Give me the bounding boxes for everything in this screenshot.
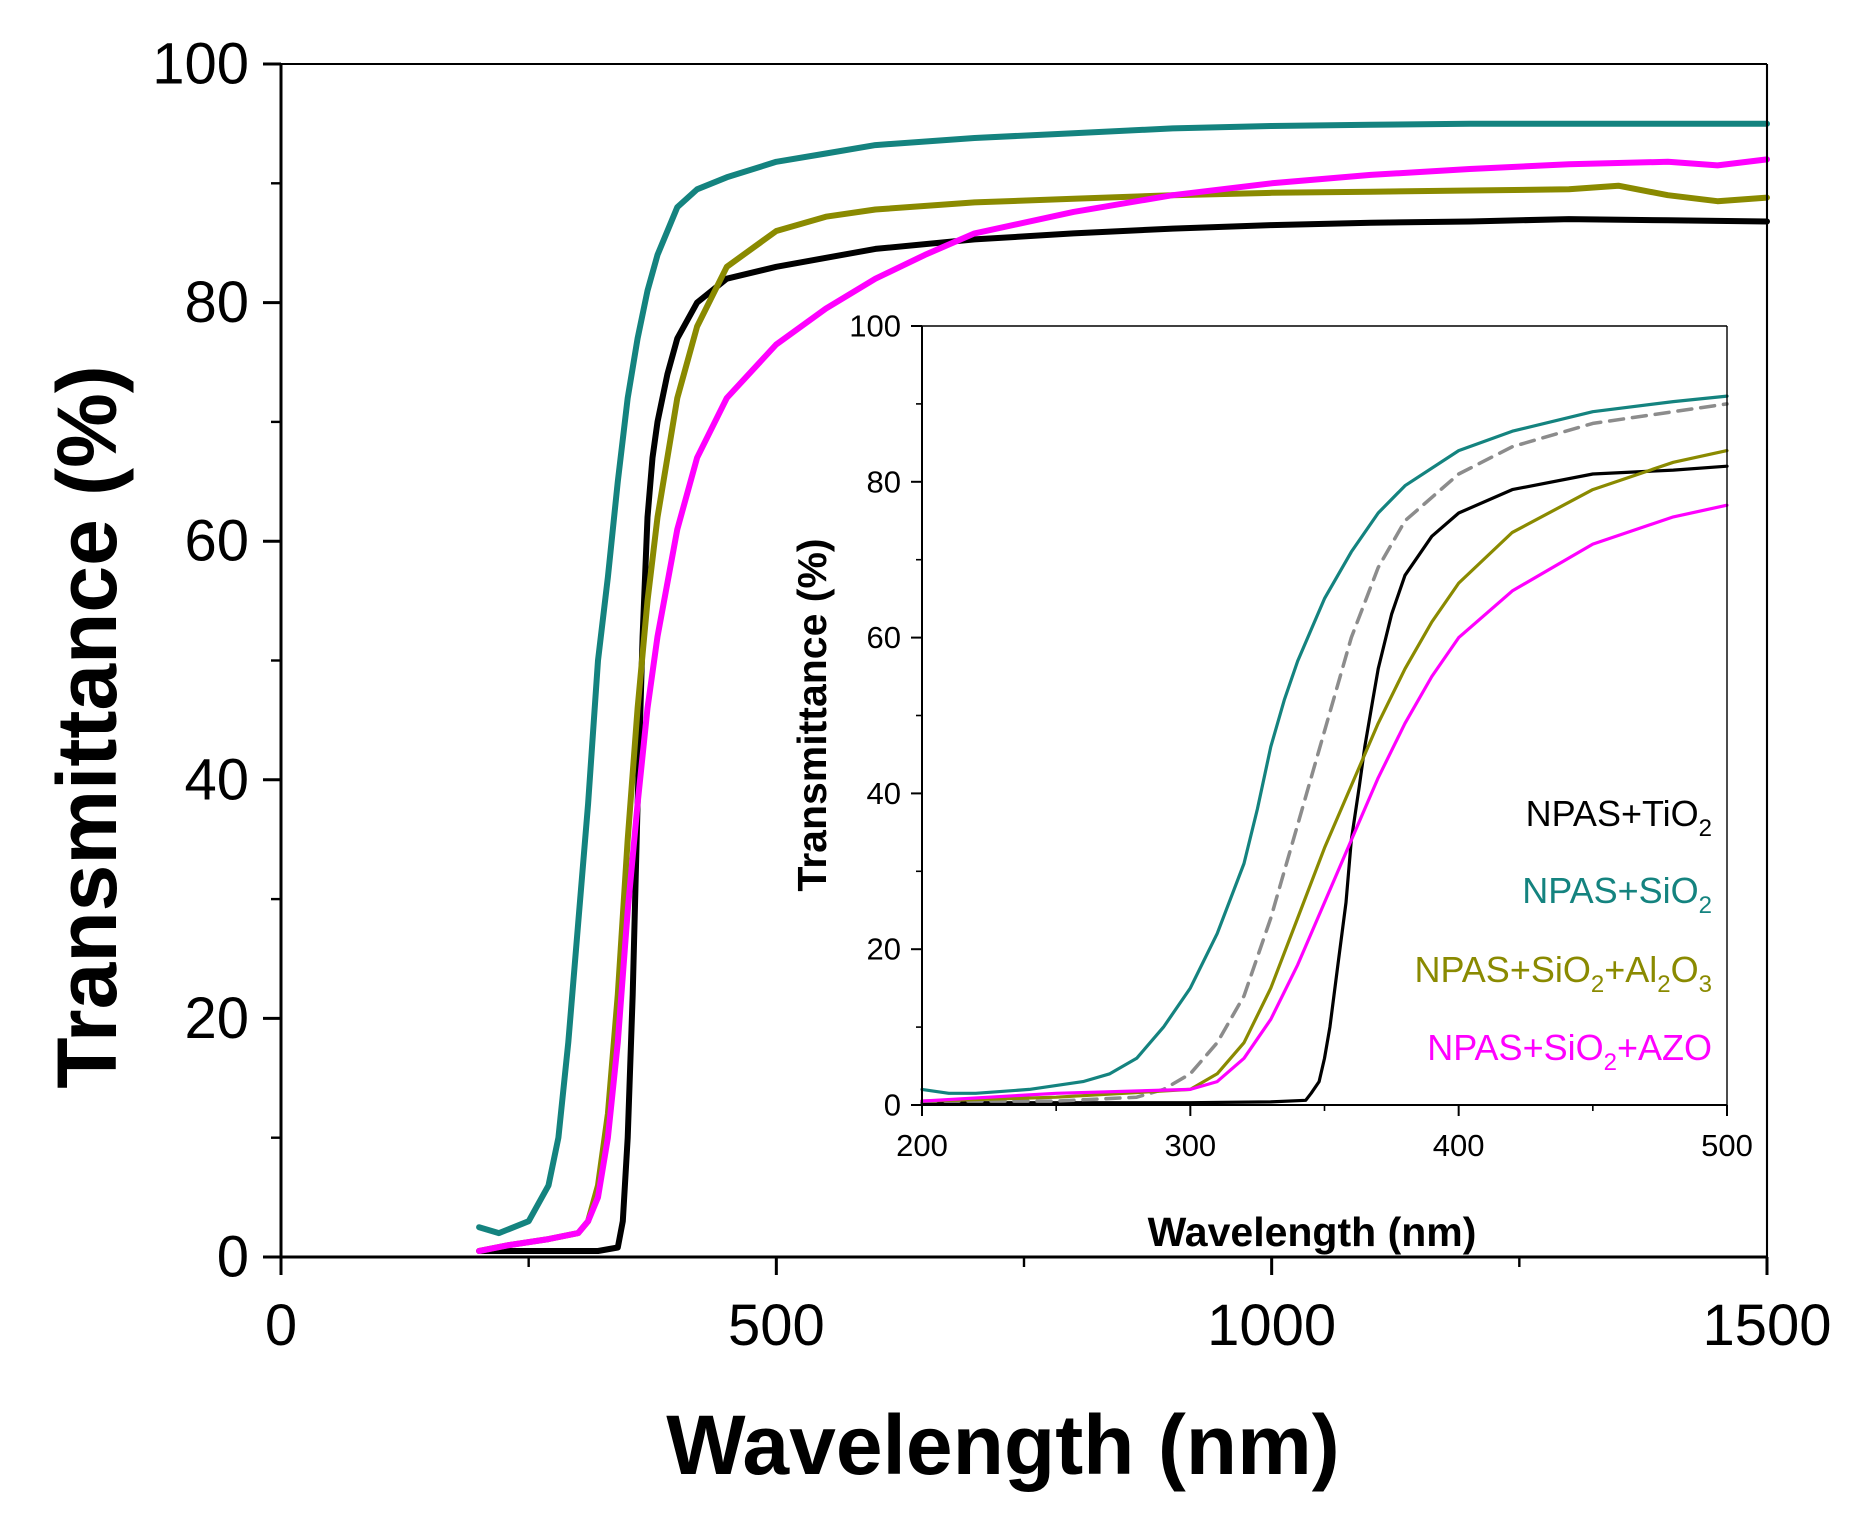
inset-series-line-1	[920, 394, 1729, 1095]
main-series-line-2	[476, 182, 1770, 1254]
inset-y-tick-label-2: 40	[867, 776, 901, 811]
main-y-tick-label-4: 80	[184, 270, 249, 335]
main-y-tick-label-3: 60	[184, 509, 249, 574]
inset-series-line-0	[920, 464, 1729, 1105]
inset-legend: NPAS+TiO2 NPAS+SiO2 NPAS+SiO2+Al2O3 NPAS+Si…	[1414, 793, 1712, 1076]
main-x-tick-label-3: 1500	[1702, 1293, 1831, 1358]
inset-legend-item-2: NPAS+SiO2+Al2O3	[1414, 949, 1712, 998]
main-x-axis-title: Wavelength (nm)	[666, 1398, 1340, 1492]
main-y-tick-label-5: 100	[152, 32, 249, 97]
main-series-line-3	[476, 156, 1770, 1254]
inset-x-tick-label-3: 500	[1701, 1128, 1753, 1163]
main-series-line-0	[476, 216, 1770, 1254]
inset-legend-item-0: NPAS+TiO2	[1526, 793, 1712, 842]
main-series-line-1	[476, 120, 1770, 1237]
inset-y-tick-label-5: 100	[849, 309, 901, 344]
inset-ticks: 200 300 400 500 0 20 40 60 80 100	[849, 309, 1753, 1164]
main-x-tick-label-1: 500	[728, 1293, 825, 1358]
inset-series-line-3	[920, 449, 1729, 1103]
inset-y-tick-label-0: 0	[884, 1088, 901, 1123]
inset-y-tick-label-3: 60	[867, 620, 901, 655]
main-y-tick-label-2: 40	[184, 747, 249, 812]
inset-y-tick-label-1: 20	[867, 932, 901, 967]
main-x-tick-label-0: 0	[265, 1293, 297, 1358]
inset-x-tick-label-1: 300	[1164, 1128, 1216, 1163]
inset-legend-item-3: NPAS+SiO2+AZO	[1427, 1027, 1712, 1076]
inset-y-axis-title: Transmittance (%)	[789, 538, 835, 891]
inset-series-group	[920, 394, 1729, 1105]
main-y-axis-title: Transmittance (%)	[40, 365, 134, 1089]
inset-background	[922, 326, 1727, 1105]
inset-series-line-4	[920, 503, 1729, 1103]
main-x-tick-label-2: 1000	[1207, 1293, 1336, 1358]
inset-x-tick-label-2: 400	[1433, 1128, 1485, 1163]
main-y-tick-label-0: 0	[217, 1225, 249, 1290]
inset-y-tick-label-4: 80	[867, 464, 901, 499]
inset-x-tick-label-0: 200	[896, 1128, 948, 1163]
main-y-tick-label-1: 20	[184, 986, 249, 1051]
inset-legend-item-1: NPAS+SiO2	[1522, 870, 1712, 919]
inset-plot: 200 300 400 500 0 20 40 60 80 100 Wavelength (nm)…	[789, 309, 1753, 1256]
main-series-group	[476, 120, 1770, 1254]
inset-x-axis-title: Wavelength (nm)	[1148, 1209, 1477, 1255]
